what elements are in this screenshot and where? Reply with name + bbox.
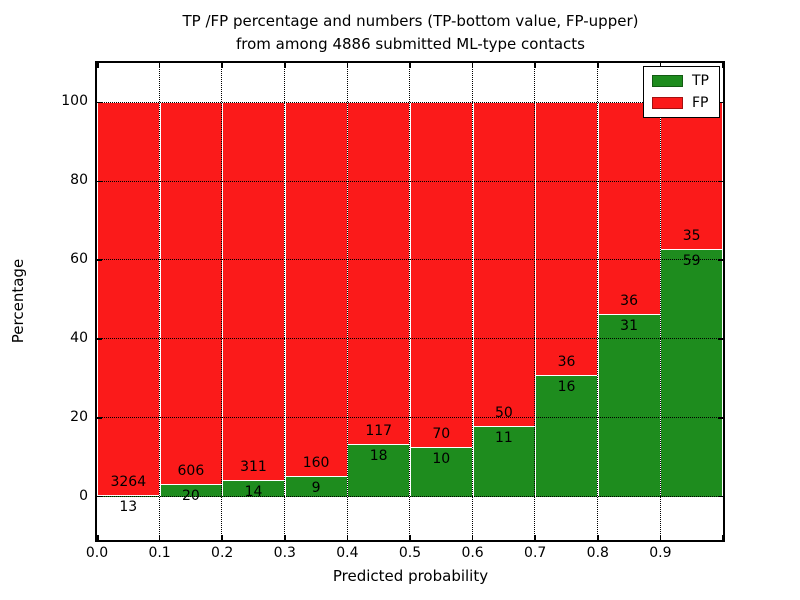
tick-mark <box>597 63 599 68</box>
tp-bar-segment <box>159 484 223 497</box>
fp-bar-segment <box>159 102 223 485</box>
tick-mark <box>471 63 474 68</box>
tp-bar-segment <box>660 249 724 497</box>
fp-bar-segment <box>410 102 474 448</box>
legend-label: TP <box>692 73 709 89</box>
tick-mark <box>97 63 99 68</box>
tick-mark <box>97 338 102 340</box>
tick-mark <box>346 63 349 68</box>
tp-count-label: 13 <box>119 499 138 516</box>
tp-bar-segment <box>597 314 661 497</box>
y-tick-label: 100 <box>61 93 88 110</box>
chart-title-line2: from among 4886 submitted ML-type contac… <box>236 35 585 53</box>
tick-mark <box>721 63 723 68</box>
x-tick-label: 0.0 <box>85 545 109 561</box>
tp-bar-segment <box>347 444 411 497</box>
tick-mark <box>534 535 536 540</box>
legend-entry: TP <box>652 74 709 88</box>
tick-mark <box>97 259 102 261</box>
y-tick-label: 60 <box>70 251 88 268</box>
x-tick-label: 0.4 <box>336 545 359 561</box>
chart-title-line1: TP /FP percentage and numbers (TP-bottom… <box>182 12 639 30</box>
x-axis-label: Predicted probability <box>332 567 489 585</box>
tick-mark <box>97 101 102 104</box>
tick-mark <box>718 495 723 498</box>
tick-mark <box>659 535 662 540</box>
tp-bar-segment <box>222 479 286 497</box>
legend-label: FP <box>692 95 709 111</box>
tick-mark <box>346 535 349 540</box>
legend: TP FP <box>643 66 720 118</box>
legend-swatch-tp <box>652 75 683 87</box>
tick-mark <box>721 535 723 540</box>
legend-swatch-fp <box>652 97 683 109</box>
tick-mark <box>718 180 723 182</box>
fp-bar-segment <box>535 102 599 376</box>
plot-area: 3264 13 606 20 311 14 160 9 117 18 70 10 50 11 36 16 36 3… <box>95 61 725 542</box>
tick-mark <box>284 63 286 68</box>
fp-bar-segment <box>660 102 724 250</box>
x-tick-label: 0.2 <box>211 545 234 561</box>
fp-bar-segment <box>97 102 161 496</box>
tp-bar-segment <box>97 495 161 497</box>
tick-mark <box>409 63 411 68</box>
fp-bar-segment <box>222 102 286 480</box>
x-tick-label: 0.7 <box>524 545 547 561</box>
tick-mark <box>718 338 723 340</box>
x-tick-label: 0.8 <box>586 545 609 561</box>
tick-mark <box>97 535 99 540</box>
tick-mark <box>158 63 161 68</box>
y-tick-label: 0 <box>79 487 88 504</box>
tick-mark <box>534 63 536 68</box>
x-tick-label: 0.5 <box>398 545 422 561</box>
chart-title: TP /FP percentage and numbers (TP-bottom… <box>97 10 724 56</box>
tp-bar-segment <box>284 475 348 497</box>
tick-mark <box>221 63 223 68</box>
y-tick-label: 80 <box>70 172 88 189</box>
y-tick-label: 20 <box>70 408 88 425</box>
tick-mark <box>409 535 411 540</box>
tick-mark <box>284 535 286 540</box>
tick-mark <box>97 495 102 498</box>
tick-mark <box>718 417 723 419</box>
fp-bar-segment <box>347 102 411 445</box>
tick-mark <box>97 417 102 419</box>
tick-mark <box>718 259 723 261</box>
tick-mark <box>158 535 161 540</box>
fp-bar-segment <box>472 102 536 426</box>
x-tick-label: 0.1 <box>148 545 171 561</box>
legend-entry: FP <box>652 96 709 110</box>
y-tick-label: 40 <box>70 329 88 346</box>
tick-mark <box>597 535 599 540</box>
tick-mark <box>471 535 474 540</box>
fp-bar-segment <box>597 102 661 315</box>
y-axis-label: Percentage <box>9 258 27 344</box>
x-tick-label: 0.3 <box>273 545 296 561</box>
x-tick-label: 0.9 <box>649 545 672 561</box>
fp-bar-segment <box>284 102 348 476</box>
tp-bar-segment <box>410 447 474 497</box>
tick-mark <box>221 535 223 540</box>
tp-bar-segment <box>472 425 536 497</box>
tick-mark <box>97 180 102 182</box>
x-tick-label: 0.6 <box>461 545 484 561</box>
tp-bar-segment <box>535 375 599 497</box>
